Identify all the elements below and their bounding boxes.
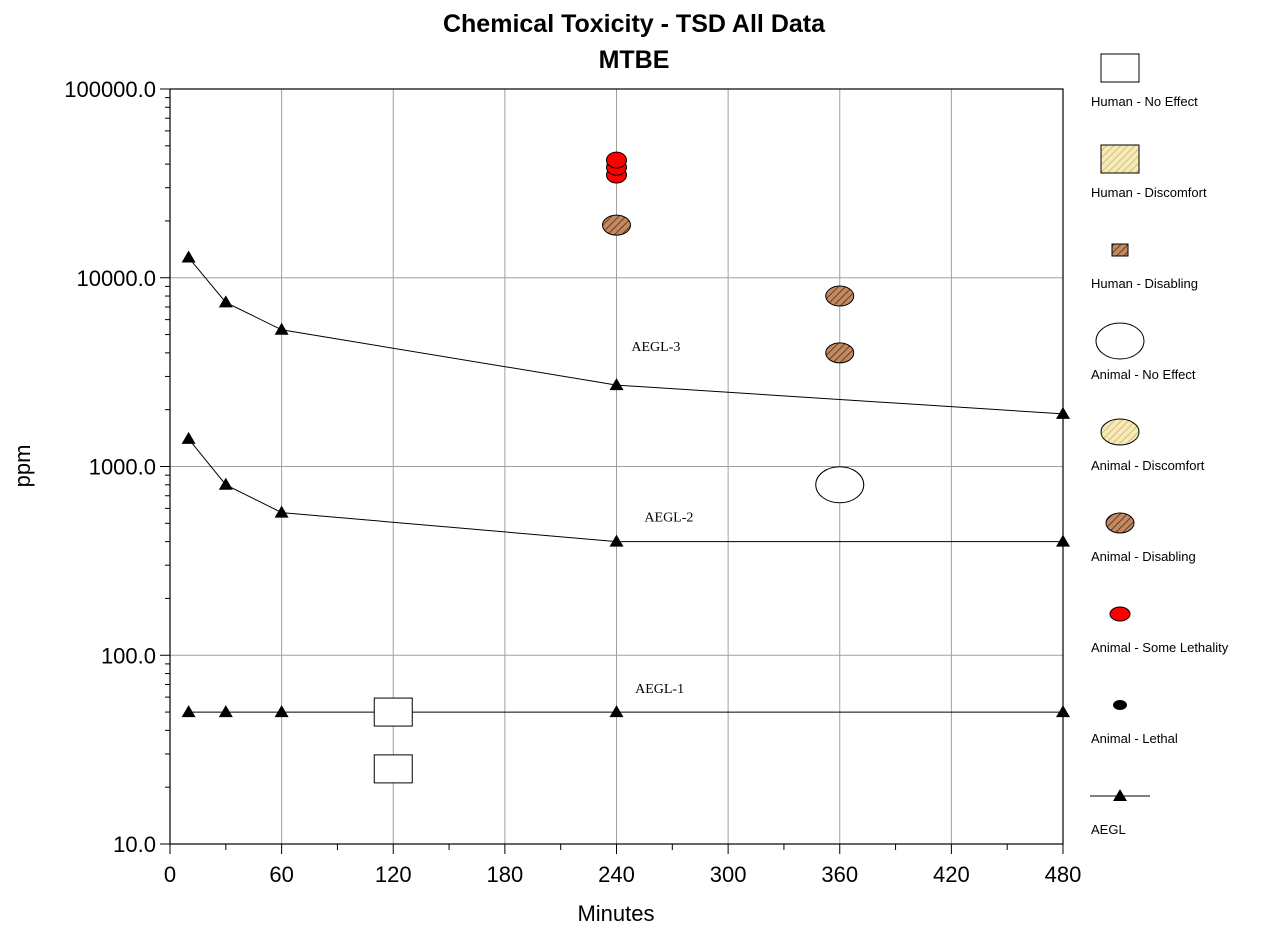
y-tick-label: 100000.0 [64,77,156,102]
x-tick-label: 120 [375,862,412,887]
x-tick-label: 0 [164,862,176,887]
legend-label: Human - Discomfort [1091,185,1207,200]
point-animal-disabling [825,285,855,307]
x-tick-label: 180 [487,862,524,887]
x-tick-label: 420 [933,862,970,887]
legend-label: Animal - Lethal [1091,731,1178,746]
legend-human-disabling-icon [1111,243,1129,257]
legend-human-no-effect-icon [1100,53,1140,83]
legend-item: Animal - Disabling [1091,512,1196,564]
legend-label: Animal - No Effect [1091,367,1196,382]
legend-item: Animal - Some Lethality [1091,606,1229,655]
x-axis-ticks: 0 60 120 180 240 300 360 420 480 [164,844,1081,887]
aegl-marker-triangle [609,705,624,718]
point-animal-no-effect [815,466,865,504]
y-tick-label: 100.0 [101,643,156,668]
legend-animal-no-effect-icon [1095,322,1145,360]
y-axis-label: ppm [10,445,35,488]
aegl-line-aegl-3 [188,257,1064,415]
legend-label: Animal - Some Lethality [1091,640,1229,655]
legend-item: Human - Discomfort [1091,144,1207,200]
aegl-marker-triangle [181,431,196,444]
aegl-label: AEGL-3 [631,340,680,355]
x-tick-label: 300 [710,862,747,887]
legend-item: Animal - Lethal [1091,700,1178,746]
aegl-marker-triangle [218,477,233,490]
legend-human-discomfort-icon [1100,144,1140,174]
aegl-marker-triangle [1056,534,1070,547]
y-tick-label: 1000.0 [89,455,156,480]
aegl-line-aegl-2 [188,438,1063,543]
legend-animal-disabling-icon [1105,512,1135,534]
aegl-marker-triangle [609,378,624,391]
legend-item: Human - Disabling [1091,243,1198,291]
y-tick-label: 10.0 [113,832,156,857]
y-tick-label: 10000.0 [76,266,156,291]
legend-animal-some-lethality-icon [1109,606,1131,622]
legend-animal-discomfort-icon [1100,418,1140,446]
point-human-no-effect [373,754,413,784]
aegl-marker-triangle [1056,705,1070,718]
grid-lines [170,89,1063,844]
legend-item: Human - No Effect [1091,53,1198,109]
legend-item: Animal - Discomfort [1091,418,1205,473]
aegl-marker-triangle [1056,406,1070,419]
data-points [373,151,865,784]
x-tick-label: 240 [598,862,635,887]
aegl-marker-triangle [218,295,233,308]
aegl-marker-triangle [609,534,624,547]
x-tick-label: 360 [821,862,858,887]
aegl-marker-triangle [181,250,196,263]
y-axis-ticks: 10.0 100.0 1000.0 10000.0 100000.0 [64,77,170,857]
aegl-marker-triangle [274,505,289,518]
point-animal-disabling [825,342,855,364]
chart-title: Chemical Toxicity - TSD All Data [443,10,826,38]
legend-label: Animal - Disabling [1091,549,1196,564]
aegl-annotations: AEGL-3 AEGL-2 AEGL-1 [631,340,693,697]
aegl-marker-triangle [218,705,233,718]
legend-label: Human - No Effect [1091,94,1198,109]
legend-animal-lethal-icon [1113,700,1127,710]
aegl-label: AEGL-2 [644,511,693,526]
chart-subtitle: MTBE [599,46,670,74]
aegl-marker-triangle [274,705,289,718]
legend-label: Human - Disabling [1091,276,1198,291]
legend-label: AEGL [1091,822,1126,837]
legend-item: Animal - No Effect [1091,322,1196,382]
point-animal-disabling [602,214,631,236]
point-human-no-effect [373,697,413,727]
aegl-marker-triangle [274,322,289,335]
chart-legend: Human - No Effect Human - Discomfort Human… [1090,53,1229,837]
legend-aegl-icon [1113,789,1127,801]
legend-item: AEGL [1090,789,1150,837]
x-tick-label: 60 [269,862,293,887]
aegl-label: AEGL-1 [635,682,684,697]
point-animal-some-lethality [606,151,627,169]
aegl-lines [181,250,1070,718]
x-tick-label: 480 [1045,862,1082,887]
legend-label: Animal - Discomfort [1091,458,1205,473]
aegl-marker-triangle [181,705,196,718]
x-axis-label: Minutes [577,901,654,926]
